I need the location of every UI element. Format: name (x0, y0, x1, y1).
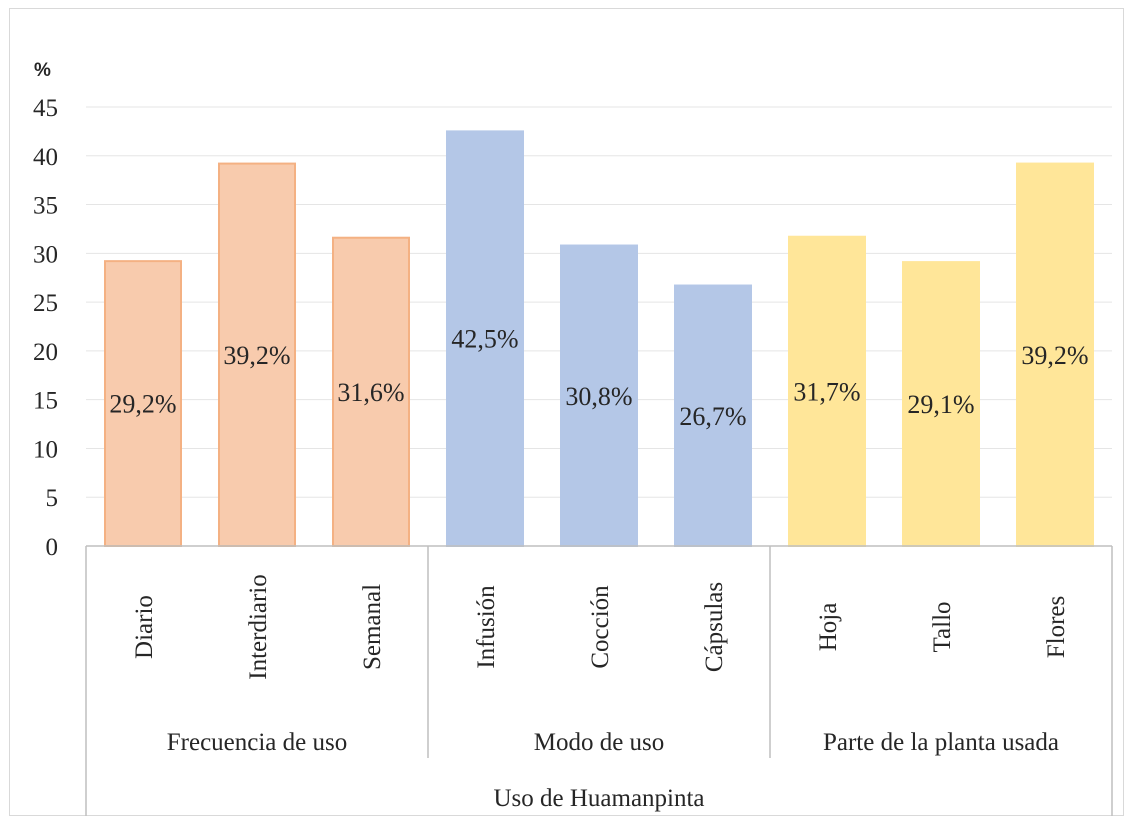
category-label: Diario (131, 595, 158, 659)
y-tick-label: 45 (33, 95, 58, 122)
group-label: Frecuencia de uso (167, 729, 347, 756)
y-axis-ticks: 0 5 10 15 20 25 30 35 40 45 (33, 95, 58, 561)
data-label: 31,7% (793, 377, 860, 406)
category-label: Hoja (815, 603, 842, 652)
bar (560, 244, 638, 547)
x-axis: Diario Interdiario Semanal Infusión Cocción C… (85, 545, 1113, 816)
category-label: Cocción (587, 585, 614, 669)
category-label: Flores (1043, 596, 1070, 659)
y-tick-label: 35 (33, 193, 58, 220)
y-tick-label: 10 (33, 436, 58, 463)
y-axis-unit-label: % (34, 60, 51, 81)
data-label: 31,6% (337, 378, 404, 407)
bar (674, 284, 752, 547)
bar (788, 235, 866, 547)
data-label: 39,2% (223, 341, 290, 370)
category-label: Tallo (929, 601, 956, 652)
bars (104, 130, 1094, 548)
category-label: Infusión (473, 585, 500, 669)
data-label: 30,8% (565, 382, 632, 411)
category-label: Cápsulas (701, 582, 728, 672)
y-tick-label: 20 (33, 339, 58, 366)
data-label: 39,2% (1021, 341, 1088, 370)
data-label: 26,7% (679, 402, 746, 431)
category-label: Interdiario (245, 574, 272, 680)
y-tick-label: 30 (33, 241, 58, 268)
data-labels: 29,2% 39,2% 31,6% 42,5% 30,8% 26,7% 31,7% 29,1%… (109, 325, 1088, 431)
data-label: 29,1% (907, 390, 974, 419)
group-label: Parte de la planta usada (823, 729, 1059, 756)
y-tick-label: 5 (46, 485, 59, 512)
y-tick-label: 15 (33, 388, 58, 415)
y-tick-label: 40 (33, 144, 58, 171)
data-label: 42,5% (451, 325, 518, 354)
bar (902, 261, 980, 547)
y-tick-label: 0 (46, 534, 59, 561)
category-label: Semanal (359, 584, 386, 670)
y-tick-label: 25 (33, 290, 58, 317)
supercategory-label: Uso de Huamanpinta (493, 785, 704, 812)
bar (1016, 162, 1094, 548)
group-label: Modo de uso (534, 729, 665, 756)
data-label: 29,2% (109, 390, 176, 419)
